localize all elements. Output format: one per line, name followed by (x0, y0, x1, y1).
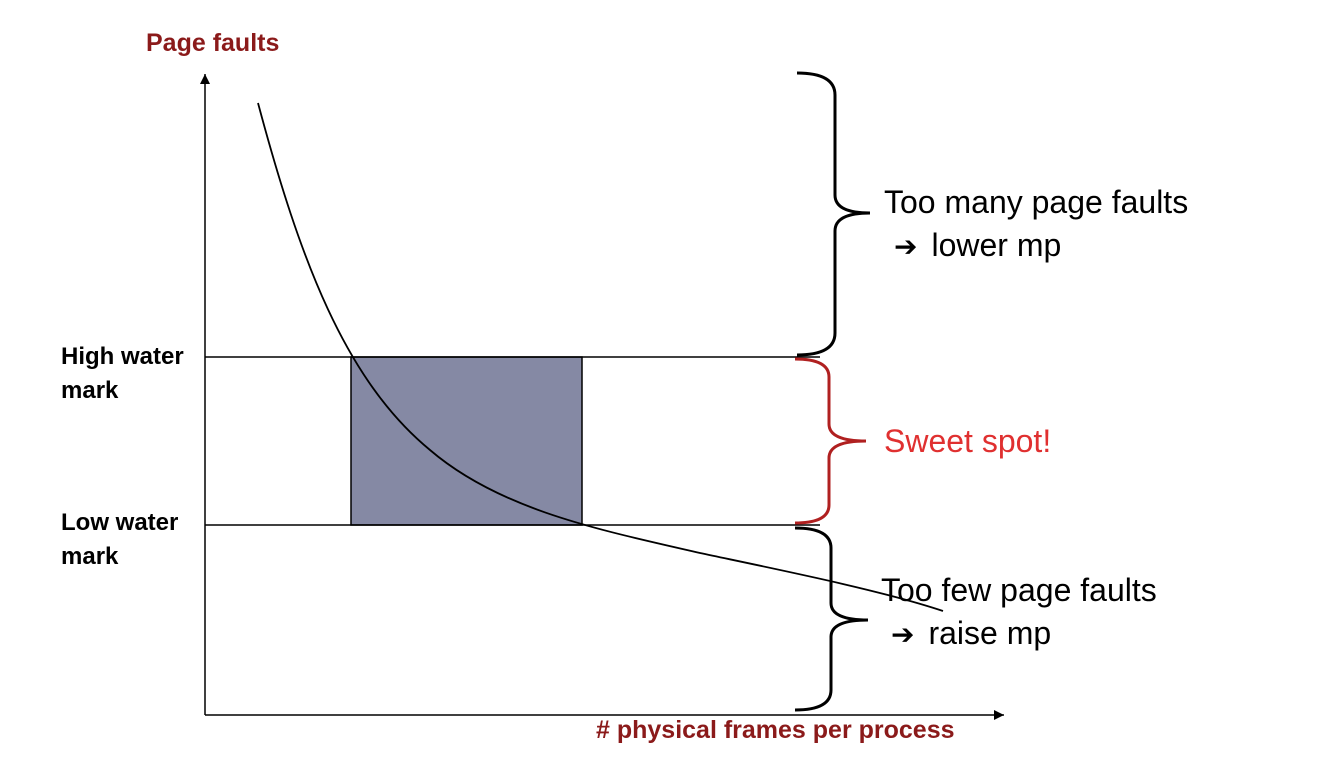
top-brace (796, 71, 871, 357)
right-arrow-icon: ➔ (891, 618, 915, 651)
low-water-mark-line1: Low water (61, 509, 179, 536)
sweet-spot-region (350, 356, 583, 526)
high-water-mark-line2: mark (61, 377, 119, 404)
bottom-brace (794, 526, 869, 712)
lower-mp-text: lower mp (931, 227, 1062, 263)
x-axis-label: # physical frames per process (596, 716, 955, 744)
raise-mp-text: raise mp (928, 615, 1052, 651)
middle-brace (794, 357, 867, 525)
too-few-faults-line1: Too few page faults (881, 572, 1157, 608)
page-fault-curve (257, 102, 944, 612)
high-water-mark-line1: High water (61, 343, 184, 370)
too-many-faults-note: Too many page faults ➔ lower mp (884, 181, 1188, 268)
sweet-spot-note: Sweet spot! (884, 423, 1052, 459)
too-many-faults-line1: Too many page faults (884, 184, 1189, 220)
too-few-faults-note: Too few page faults ➔ raise mp (881, 569, 1157, 656)
low-water-mark-label: Low water mark (61, 506, 178, 574)
y-axis-label: Page faults (146, 29, 280, 57)
right-arrow-icon: ➔ (894, 230, 918, 263)
high-water-mark-label: High water mark (61, 340, 184, 408)
low-water-mark-line2: mark (61, 543, 119, 570)
